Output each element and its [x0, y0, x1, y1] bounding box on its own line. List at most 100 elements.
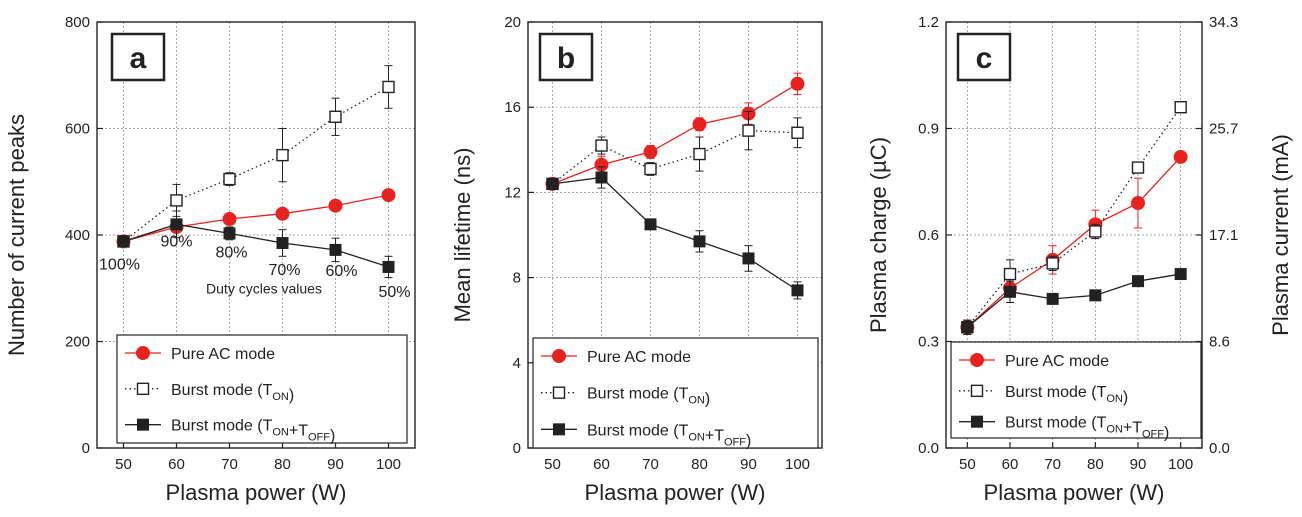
data-point [791, 284, 804, 297]
y-tick-label: 0.6 [918, 227, 939, 244]
series-1 [961, 100, 1187, 335]
data-point [1089, 225, 1102, 238]
legend-marker [970, 384, 984, 398]
x-tick-label: 100 [1168, 456, 1193, 473]
duty-cycle-label: 60% [325, 263, 357, 280]
y-tick-label: 0.9 [918, 121, 939, 138]
legend-marker [137, 418, 149, 431]
y2-axis-title: Plasma current (mA) [1268, 134, 1293, 336]
data-point [1046, 257, 1059, 270]
data-point [644, 162, 657, 176]
duty-cycle-label: 50% [378, 284, 410, 301]
legend-marker [552, 349, 566, 363]
data-point [546, 177, 559, 190]
y-tick-label: 20 [504, 14, 521, 31]
duty-annotations: 100% 90% 80% 70% 60% 50% Duty cycles values [99, 233, 410, 301]
data-point [170, 218, 183, 231]
x-axis-title: Plasma power (W) [984, 480, 1165, 505]
data-point [742, 124, 755, 137]
data-point [595, 171, 608, 184]
x-tick-label: 90 [740, 456, 757, 473]
data-point [742, 252, 755, 265]
panel-letter: c [976, 42, 993, 75]
data-point [117, 235, 130, 248]
series-2 [546, 166, 804, 300]
x-tick-label: 60 [168, 456, 185, 473]
x-tick-label: 100 [376, 456, 401, 473]
data-point [382, 260, 395, 273]
legend-label: Burst mode (TON) [587, 386, 710, 408]
y-tick-label: 12 [504, 184, 521, 201]
series-1 [546, 110, 804, 191]
series-2 [117, 210, 395, 279]
data-point [382, 80, 395, 94]
series-line [552, 176, 798, 291]
panel-letter-box [110, 32, 166, 82]
data-point [961, 321, 974, 334]
panel-a: 50 60 70 80 90 100 0 200 400 600 800 Plasma power (… [4, 14, 416, 505]
series-line [123, 86, 389, 242]
legend-label: Pure AC mode [171, 346, 275, 363]
y-tick-label: 0.0 [918, 440, 939, 457]
y-tick-label: 200 [65, 334, 90, 351]
legend-marker [552, 386, 566, 399]
x-tick-label: 60 [593, 456, 610, 473]
legend: Pure AC mode Burst mode (TON) Burst mode (… [116, 334, 408, 445]
legend-label: Burst mode (TON+TOFF) [171, 418, 335, 445]
data-point [170, 194, 183, 207]
data-point [595, 139, 608, 152]
x-axis-title: Plasma power (W) [166, 480, 347, 505]
series-line [552, 83, 798, 185]
y-tick-label: 600 [65, 121, 90, 138]
y-axis-title: Number of current peaks [4, 114, 29, 356]
x-tick-label: 70 [221, 456, 238, 473]
series-0 [116, 188, 396, 249]
data-point [329, 110, 342, 123]
data-point [276, 148, 289, 162]
legend-label: Pure AC mode [587, 349, 691, 366]
y-tick-label: 0.3 [918, 334, 939, 351]
y-tick-label: 400 [65, 227, 90, 244]
y2-tick-label: 25.7 [1209, 121, 1238, 138]
data-point [791, 126, 804, 139]
y2-tick-label: 34.3 [1209, 14, 1238, 31]
data-point [643, 144, 658, 159]
x-tick-label: 60 [1002, 456, 1019, 473]
duty-cycles-caption: Duty cycles values [206, 281, 322, 297]
series-line [123, 223, 389, 268]
duty-cycle-label: 90% [160, 233, 192, 250]
duty-cycle-label: 100% [99, 256, 140, 273]
data-point [693, 235, 706, 248]
panel-b: 50 60 70 80 90 100 0 4 8 12 16 20 Plasma power (W) Me… [450, 14, 823, 505]
y-tick-label: 0 [82, 440, 90, 457]
series-2 [961, 268, 1187, 335]
legend-marker [553, 423, 565, 436]
data-point [329, 243, 342, 256]
series-line [966, 156, 1182, 328]
panel-letter: a [130, 42, 147, 75]
data-point [1089, 289, 1102, 302]
data-point [222, 212, 237, 227]
data-point [1174, 100, 1187, 114]
x-tick-label: 50 [959, 456, 976, 473]
x-tick-label: 90 [327, 456, 344, 473]
data-point [275, 206, 290, 221]
legend-box [532, 337, 819, 449]
data-point [1003, 267, 1017, 281]
data-point [381, 188, 396, 203]
legend-marker [970, 353, 984, 367]
x-tick-label: 80 [1087, 456, 1104, 473]
y2-tick-label: 0.0 [1209, 440, 1230, 457]
series-0 [960, 149, 1188, 335]
y2-tick-label: 17.1 [1209, 227, 1238, 244]
series-line [123, 194, 389, 243]
y-axis-title: Mean lifetime (ns) [450, 148, 475, 323]
legend: Pure AC mode Burst mode (TON) Burst mode (… [950, 341, 1202, 442]
data-point [1004, 285, 1016, 298]
data-point [1174, 268, 1187, 281]
series-line [552, 129, 798, 185]
series-1 [117, 65, 395, 248]
x-tick-label: 80 [691, 456, 708, 473]
x-tick-label: 50 [544, 456, 561, 473]
